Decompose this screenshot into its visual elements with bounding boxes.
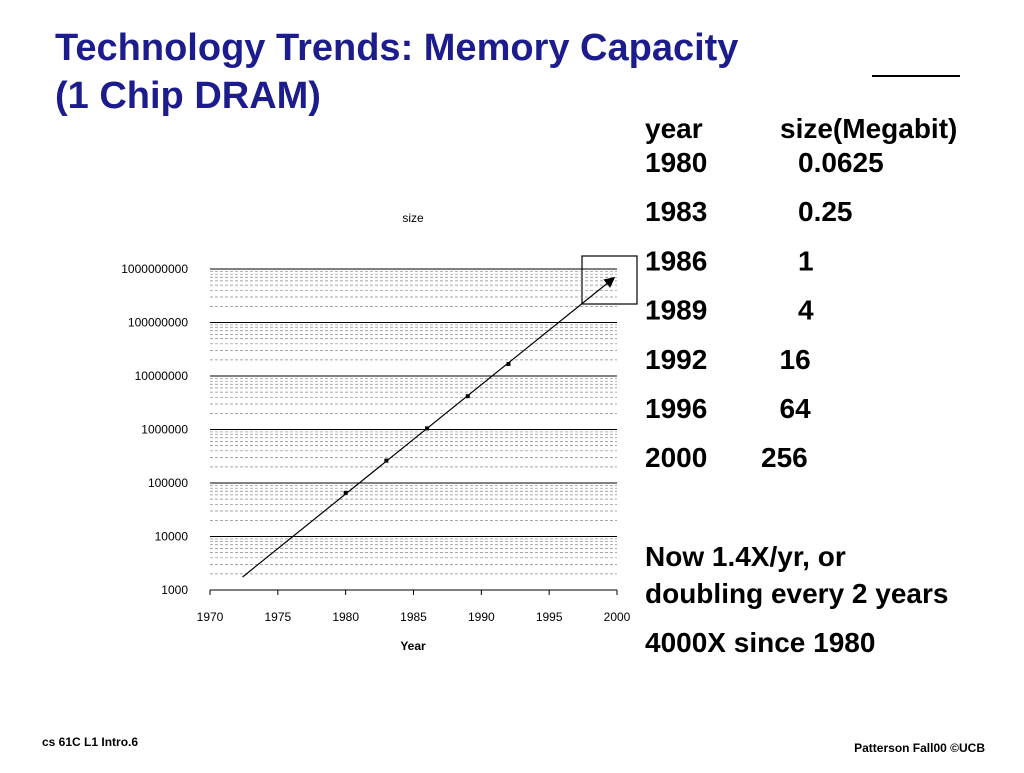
- highlight-box: [581, 255, 638, 305]
- y-tick-label: 100000: [148, 476, 188, 490]
- note: Now 1.4X/yr, or: [645, 541, 846, 572]
- y-tick-label: 1000: [161, 583, 188, 597]
- note: 4000X since 1980: [645, 627, 875, 658]
- table-cell: 1: [798, 245, 814, 276]
- slide-title: Technology Trends: Memory Capacity: [55, 27, 738, 69]
- table-cell: 0.25: [798, 196, 853, 227]
- table-cell: 1996: [645, 393, 707, 424]
- table-header: year: [645, 113, 703, 144]
- x-tick-label: 1990: [468, 610, 495, 624]
- chart-title: size: [402, 211, 424, 225]
- x-tick-label: 1980: [332, 610, 359, 624]
- y-tick-label: 100000000: [128, 316, 188, 330]
- data-point: [506, 361, 511, 366]
- table-cell: 0.0625: [798, 147, 884, 178]
- table-cell: 1992: [645, 344, 707, 375]
- data-point: [384, 458, 389, 463]
- table-cell: 1986: [645, 245, 707, 276]
- x-axis-label: Year: [400, 639, 426, 653]
- table-cell: 1980: [645, 147, 707, 178]
- y-tick-label: 1000000: [141, 423, 188, 437]
- table-cell: 16: [780, 344, 811, 375]
- note: doubling every 2 years: [645, 578, 948, 609]
- data-point: [465, 394, 470, 399]
- table-cell: 4: [798, 295, 814, 326]
- x-tick-label: 1975: [264, 610, 291, 624]
- x-tick-label: 1970: [197, 610, 224, 624]
- slide-title: (1 Chip DRAM): [55, 75, 321, 117]
- footer-right: Patterson Fall00 ©UCB: [854, 741, 985, 755]
- y-tick-label: 10000000: [135, 369, 189, 383]
- footer-left: cs 61C L1 Intro.6: [42, 735, 138, 749]
- table-header: size(Megabit): [780, 113, 957, 144]
- table-cell: 64: [780, 393, 812, 424]
- x-tick-label: 1985: [400, 610, 427, 624]
- table-cell: 256: [761, 442, 808, 473]
- data-point: [425, 426, 430, 431]
- y-tick-label: 1000000000: [121, 262, 188, 276]
- x-tick-label: 2000: [604, 610, 631, 624]
- x-tick-label: 1995: [536, 610, 563, 624]
- table-cell: 2000: [645, 442, 707, 473]
- table-cell: 1983: [645, 196, 707, 227]
- y-tick-label: 10000: [155, 530, 189, 544]
- table-cell: 1989: [645, 295, 707, 326]
- data-point: [343, 490, 348, 495]
